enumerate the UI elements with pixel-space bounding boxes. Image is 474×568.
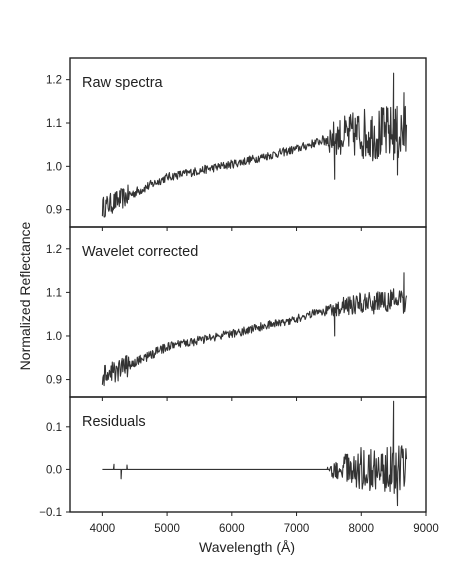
- panel-1: 0.9 1.0 1.1 1.2 Raw spectra: [46, 57, 427, 231]
- y-tick-label: 0.0: [46, 464, 62, 476]
- y-tick-label: 1.1: [46, 118, 62, 130]
- panel-frame: [69, 396, 427, 513]
- x-tick-label: 4000: [90, 523, 116, 535]
- y-tick-label: 1.0: [46, 331, 62, 343]
- x-axis-label: Wavelength (Å): [199, 539, 295, 555]
- y-tick-label: 0.1: [46, 422, 62, 434]
- y-tick-label: 1.0: [46, 161, 62, 173]
- series-line-1: [101, 72, 408, 218]
- x-tick-label: 8000: [348, 523, 374, 535]
- panel-2: 0.9 1.0 1.1 1.2 Wavelet corrected: [46, 226, 427, 401]
- x-tick-label: 9000: [413, 523, 439, 535]
- series-line-3: [102, 400, 408, 507]
- y-tick-label: 1.2: [46, 244, 62, 256]
- y-tick-label: 1.2: [46, 75, 62, 87]
- y-tick-label: 0.9: [46, 205, 62, 217]
- panel-title: Residuals: [82, 414, 146, 430]
- y-tick-label: 0.9: [46, 375, 62, 387]
- y-axis-label: Normalized Reflectance: [17, 221, 33, 370]
- panel-3: −0.1 0.0 0.1 Residuals: [39, 396, 427, 519]
- y-tick-label: 1.1: [46, 287, 62, 299]
- series-line-2: [101, 272, 408, 387]
- x-tick-label: 6000: [219, 523, 245, 535]
- panel-title: Wavelet corrected: [82, 244, 198, 260]
- x-tick-label: 5000: [154, 523, 180, 535]
- panel-title: Raw spectra: [82, 75, 164, 91]
- y-tick-label: −0.1: [39, 507, 62, 519]
- x-tick-label: 7000: [284, 523, 310, 535]
